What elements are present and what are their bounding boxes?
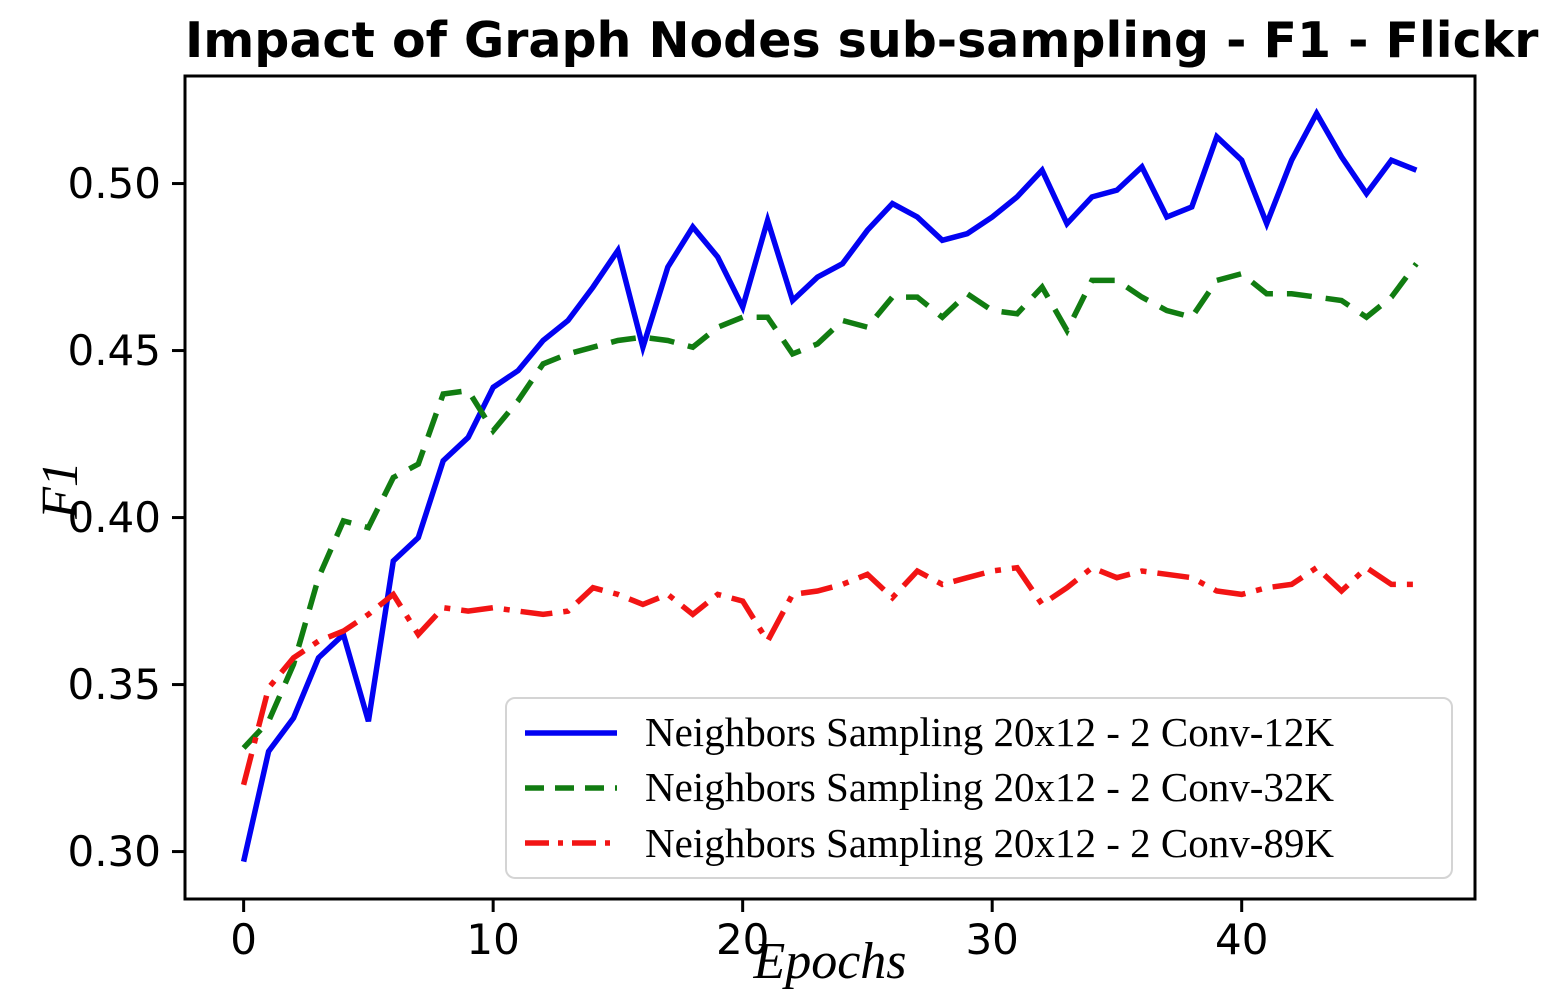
legend-entry-conv-89k: Neighbors Sampling 20x12 - 2 Conv-89K — [523, 819, 1441, 866]
x-tick-label: 10 — [466, 915, 519, 964]
y-tick-label: 0.30 — [67, 827, 161, 876]
series-line-conv-12k — [240, 107, 1418, 863]
legend-line-sample — [525, 840, 617, 847]
series-line-conv-89k — [240, 564, 1417, 786]
legend-box: Neighbors Sampling 20x12 - 2 Conv-12K Nei… — [505, 697, 1453, 879]
y-tick-label: 0.35 — [67, 660, 161, 709]
legend-line-sample — [525, 785, 617, 791]
x-tick-label: 40 — [1215, 915, 1268, 964]
y-tick-label: 0.45 — [67, 326, 161, 375]
y-tick-label: 0.40 — [67, 493, 161, 542]
series-line-conv-32k — [241, 262, 1419, 750]
legend-line-sample — [525, 729, 617, 736]
x-tick-label: 0 — [230, 915, 257, 964]
x-axis-label: Epochs — [753, 933, 907, 990]
legend-entry-conv-32k: Neighbors Sampling 20x12 - 2 Conv-32K — [523, 767, 1441, 808]
plot-frame — [183, 74, 1477, 901]
x-tick-label: 30 — [965, 915, 1018, 964]
legend-entry-conv-12k: Neighbors Sampling 20x12 - 2 Conv-12K — [523, 712, 1441, 753]
legend-label: Neighbors Sampling 20x12 - 2 Conv-12K — [645, 709, 1334, 756]
x-tick-label: 20 — [716, 915, 769, 964]
y-tick-label: 0.50 — [67, 159, 161, 208]
chart-title: Impact of Graph Nodes sub-sampling - F1 … — [185, 12, 1539, 69]
legend-label: Neighbors Sampling 20x12 - 2 Conv-32K — [645, 764, 1334, 811]
legend-label: Neighbors Sampling 20x12 - 2 Conv-89K — [645, 819, 1334, 866]
